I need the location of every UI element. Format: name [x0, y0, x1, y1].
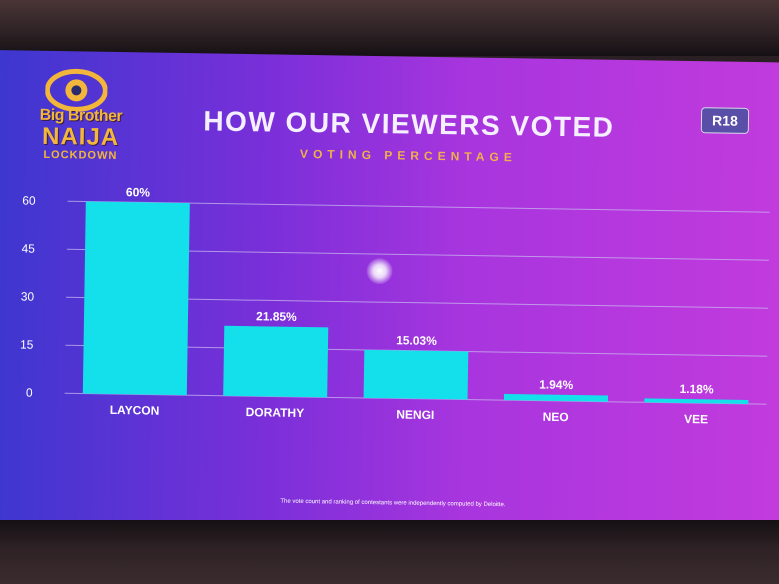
category-label: NENGI — [396, 407, 434, 422]
eye-icon — [45, 68, 108, 112]
category-label: DORATHY — [246, 405, 305, 420]
y-tick-label: 15 — [20, 338, 34, 352]
data-label: 15.03% — [396, 333, 437, 348]
category-label: LAYCON — [110, 403, 160, 418]
bar-neo — [503, 393, 609, 402]
data-label: 60% — [126, 185, 151, 199]
rating-badge: R18 — [700, 107, 750, 134]
chart-subtitle: VOTING PERCENTAGE — [299, 146, 517, 165]
bar-chart: 0 15 30 45 60 60% LAYCON 21.85% DORATHY 15.03% NEN… — [20, 185, 770, 426]
show-logo: Big Brother NAIJA LOCKDOWN — [24, 67, 136, 179]
tv-bezel-top — [0, 0, 779, 56]
tv-bezel-bottom — [0, 520, 779, 584]
category-label: VEE — [684, 412, 708, 426]
data-label: 1.94% — [539, 377, 574, 392]
bar-vee — [644, 398, 749, 404]
y-tick-label: 30 — [21, 290, 35, 304]
y-tick-label: 60 — [22, 194, 36, 208]
logo-line-2: NAIJA — [41, 122, 120, 152]
y-tick-label: 0 — [26, 386, 33, 400]
bar-nengi — [363, 349, 469, 400]
bar-laycon — [82, 201, 190, 396]
category-label: NEO — [543, 410, 569, 424]
chart-title: HOW OUR VIEWERS VOTED — [203, 105, 615, 143]
data-label: 21.85% — [256, 309, 297, 324]
logo-line-3: LOCKDOWN — [43, 148, 118, 163]
y-tick-label: 45 — [21, 242, 35, 256]
tv-screen: Big Brother NAIJA LOCKDOWN HOW OUR VIEWE… — [0, 50, 779, 539]
data-label: 1.18% — [679, 382, 714, 397]
footnote: The vote count and ranking of contestant… — [280, 498, 506, 509]
bar-dorathy — [223, 325, 329, 398]
